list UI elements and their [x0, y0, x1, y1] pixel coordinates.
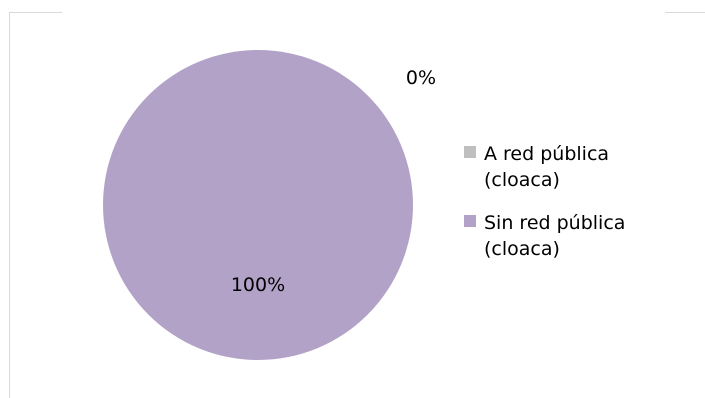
legend-label-a-red-publica: A red pública (cloaca): [484, 143, 615, 191]
data-label-sin-red-publica: 100%: [231, 274, 285, 296]
pie-slices: [103, 50, 413, 360]
legend-label-sin-red-publica-line-2: (cloaca): [484, 238, 560, 260]
legend-label-sin-red-publica-line-1: Sin red pública: [484, 212, 625, 234]
legend-swatch-a-red-publica: [464, 146, 476, 158]
legend: A red pública (cloaca) Sin red pública (…: [464, 143, 631, 260]
legend-label-a-red-publica-line-2: (cloaca): [484, 169, 560, 191]
legend-swatch-sin-red-publica: [464, 215, 476, 227]
pie-slice-sin-red-publica: [103, 50, 413, 360]
data-label-a-red-publica: 0%: [406, 67, 436, 89]
legend-label-sin-red-publica: Sin red pública (cloaca): [484, 212, 631, 260]
legend-label-a-red-publica-line-1: A red pública: [484, 143, 609, 165]
